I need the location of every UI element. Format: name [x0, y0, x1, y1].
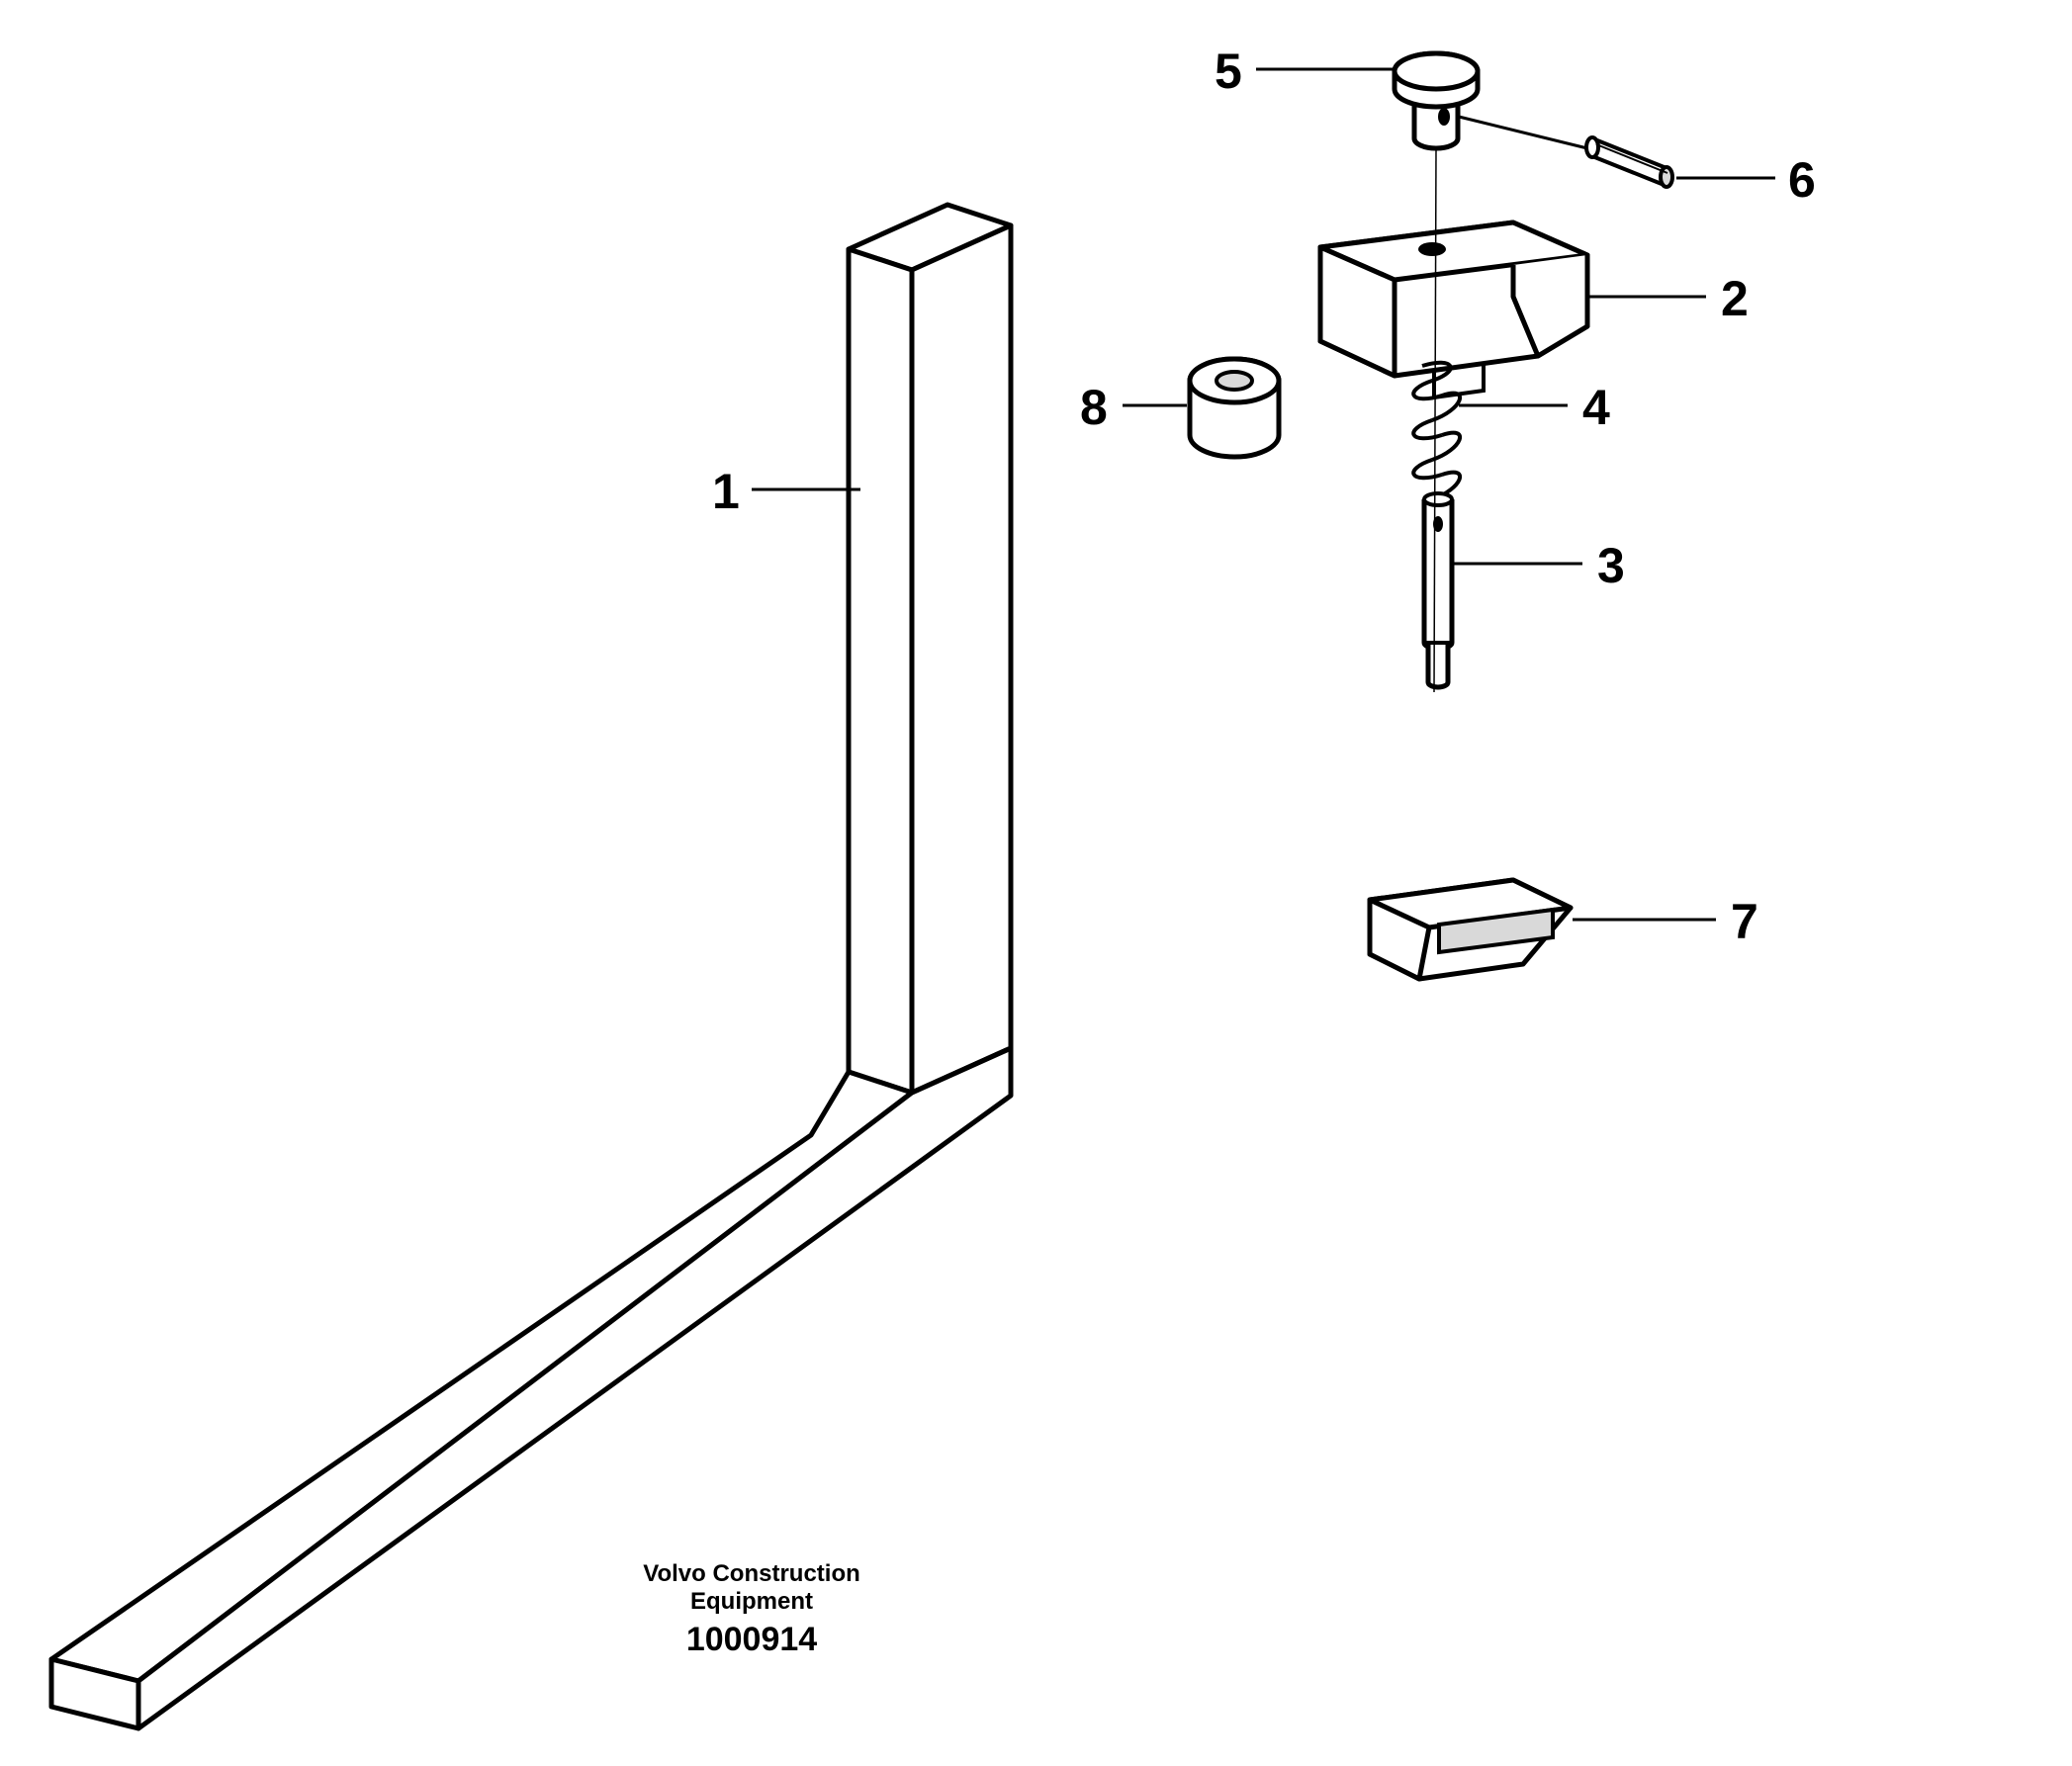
callout-6: 6: [1788, 151, 1816, 209]
callout-3: 3: [1597, 537, 1625, 594]
callout-5: 5: [1215, 43, 1242, 100]
parts-diagram-svg: [0, 0, 2072, 1766]
part-5-knob: [1395, 53, 1478, 148]
footer-block: Volvo Construction Equipment 1000914: [554, 1560, 949, 1659]
callout-2: 2: [1721, 270, 1749, 327]
callout-7: 7: [1731, 893, 1758, 950]
callout-8: 8: [1080, 379, 1108, 436]
part-7-lower-hook: [1370, 880, 1571, 979]
callout-4: 4: [1582, 379, 1610, 436]
diagram-canvas: 1 2 3 4 5 6 7 8 Volvo Construction Equip…: [0, 0, 2072, 1766]
part-3-shaft: [1424, 493, 1452, 687]
part-2-upper-hook: [1320, 222, 1587, 397]
part-6-pin: [1586, 137, 1672, 187]
part-8-bushing: [1190, 359, 1279, 457]
footer-company-line2: Equipment: [554, 1588, 949, 1616]
footer-number: 1000914: [554, 1621, 949, 1659]
part-1-fork-clean: [20, 178, 1038, 1740]
footer-company-line1: Volvo Construction: [554, 1560, 949, 1588]
callout-1: 1: [712, 463, 740, 520]
